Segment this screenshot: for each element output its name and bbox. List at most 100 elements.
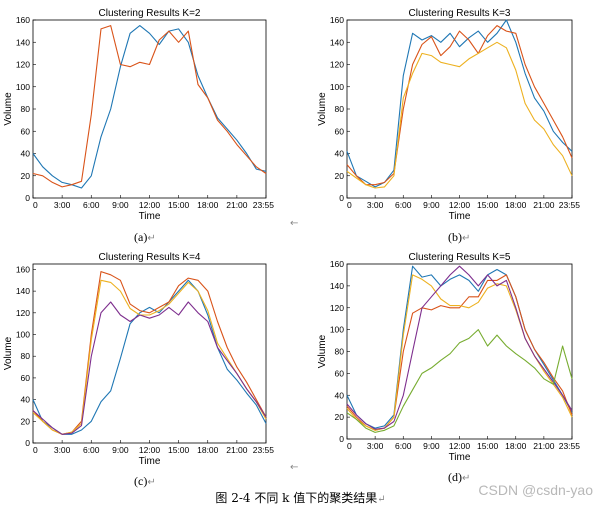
x-tick-label: 12:00 [449, 200, 471, 210]
chart-b: Clustering Results K=3 0 20 40 60 80 100 120 140… [317, 8, 580, 222]
figure-caption-return-mark: ↵ [377, 494, 386, 505]
watermark: CSDN @csdn-yao [478, 482, 593, 498]
x-tick-label: 0 [347, 200, 352, 210]
x-tick-label: 0 [347, 441, 352, 451]
series-line-c-cluster-1 [32, 279, 267, 435]
x-tick-label: 23:55 [253, 200, 275, 210]
series-line-a-cluster-2 [32, 25, 267, 188]
y-tick-label: 20 [335, 412, 345, 422]
y-tick-label: 60 [335, 126, 345, 136]
series-line-b-cluster-2 [346, 25, 573, 186]
y-tick-label: 40 [335, 390, 345, 400]
y-tick-label: 140 [330, 37, 344, 47]
series-line-b-cluster-3 [346, 41, 573, 189]
y-tick-label: 80 [335, 104, 345, 114]
y-tick-label: 100 [16, 330, 30, 340]
x-tick-label: 18:00 [197, 200, 219, 210]
x-tick-label: 21:00 [533, 200, 555, 210]
x-tick-label: 18:00 [505, 441, 527, 451]
caption-b-return-mark: ↵ [462, 233, 471, 244]
figure-caption: 图 2-4 不同 k 值下的聚类结果↵ [0, 489, 601, 506]
y-tick-label: 120 [330, 60, 344, 70]
x-axis-label-b: Time [449, 211, 471, 222]
caption-d-return-mark: ↵ [462, 473, 471, 484]
x-tick-label: 23:55 [559, 200, 581, 210]
y-tick-label: 80 [21, 104, 31, 114]
y-tick-label: 140 [16, 37, 30, 47]
series-line-c-cluster-3 [32, 279, 267, 435]
x-tick-label: 3:00 [54, 200, 71, 210]
plot-area-c [32, 263, 267, 444]
y-tick-label: 100 [16, 82, 30, 92]
caption-c-text: (c) [134, 474, 148, 488]
plot-area-a [32, 19, 267, 199]
x-tick-label: 15:00 [168, 445, 190, 455]
chart-d: Clustering Results K=5 0 20 40 60 80 100 120 140… [317, 252, 580, 463]
x-axis-label-a: Time [139, 211, 161, 222]
y-tick-label: 100 [330, 82, 344, 92]
y-tick-label: 160 [16, 15, 30, 25]
y-tick-label: 140 [330, 281, 344, 291]
x-axis-label-d: Time [449, 452, 471, 463]
x-tick-label: 21:00 [226, 200, 248, 210]
y-tick-label: 120 [16, 60, 30, 70]
chart-title-b: Clustering Results K=3 [409, 8, 511, 19]
y-tick-label: 20 [21, 416, 31, 426]
y-tick-label: 40 [21, 149, 31, 159]
plot-area-d [346, 263, 573, 440]
y-tick-label: 20 [335, 171, 345, 181]
y-axis-label-c: Volume [3, 336, 14, 370]
caption-c: (c)↵ [134, 474, 156, 489]
y-tick-label: 60 [335, 368, 345, 378]
y-tick-label: 140 [16, 286, 30, 296]
x-tick-label: 23:55 [253, 445, 275, 455]
y-tick-label: 160 [330, 15, 344, 25]
x-tick-label: 23:55 [559, 441, 581, 451]
x-tick-label: 21:00 [533, 441, 555, 451]
y-tick-label: 0 [339, 434, 344, 444]
y-axis-label-b: Volume [317, 92, 328, 126]
caption-a-return-mark: ↵ [147, 233, 156, 244]
figure-caption-text: 图 2-4 不同 k 值下的聚类结果 [215, 491, 378, 505]
x-tick-label: 12:00 [139, 445, 161, 455]
x-tick-label: 3:00 [367, 441, 384, 451]
x-tick-label: 21:00 [226, 445, 248, 455]
x-tick-label: 15:00 [477, 441, 499, 451]
x-tick-label: 9:00 [112, 445, 129, 455]
y-tick-label: 100 [330, 325, 344, 335]
y-tick-label: 60 [21, 126, 31, 136]
x-tick-label: 6:00 [395, 441, 412, 451]
y-tick-label: 40 [21, 395, 31, 405]
x-tick-label: 9:00 [112, 200, 129, 210]
chart-a: Clustering Results K=2 0 20 40 60 80 100 120 140… [3, 8, 274, 222]
x-tick-label: 15:00 [477, 200, 499, 210]
x-tick-label: 15:00 [168, 200, 190, 210]
chart-title-d: Clustering Results K=5 [409, 252, 511, 263]
x-tick-label: 0 [33, 445, 38, 455]
x-axis-label-c: Time [139, 456, 161, 467]
caption-b: (b)↵ [448, 230, 470, 245]
x-tick-label: 9:00 [423, 200, 440, 210]
y-tick-label: 20 [21, 171, 31, 181]
chart-c: Clustering Results K=4 0 20 40 60 80 100 120 140… [3, 252, 274, 467]
caption-d: (d)↵ [448, 470, 470, 485]
chart-title-c: Clustering Results K=4 [99, 252, 201, 263]
y-tick-label: 120 [16, 308, 30, 318]
y-tick-label: 0 [25, 438, 30, 448]
y-tick-label: 40 [335, 149, 345, 159]
y-tick-label: 160 [16, 264, 30, 274]
x-tick-label: 3:00 [367, 200, 384, 210]
chart-title-a: Clustering Results K=2 [99, 8, 201, 19]
x-tick-label: 0 [33, 200, 38, 210]
y-tick-label: 80 [335, 347, 345, 357]
caption-c-return-mark: ↵ [147, 477, 156, 488]
x-tick-label: 6:00 [83, 200, 100, 210]
y-tick-label: 0 [25, 193, 30, 203]
y-tick-label: 120 [330, 303, 344, 313]
y-tick-label: 60 [21, 373, 31, 383]
x-tick-label: 9:00 [423, 441, 440, 451]
x-tick-label: 6:00 [395, 200, 412, 210]
series-line-d-cluster-5 [346, 329, 573, 433]
x-tick-label: 18:00 [505, 200, 527, 210]
